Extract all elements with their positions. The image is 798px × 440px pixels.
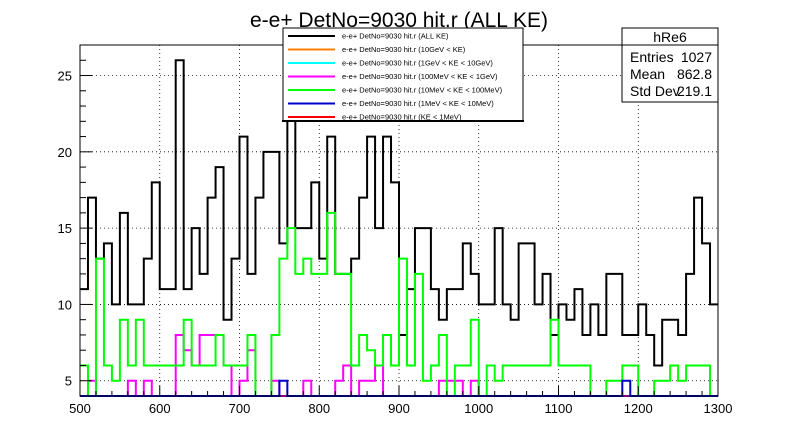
legend-box [282,27,524,122]
x-tick-label: 1200 [624,401,653,416]
stats-stddev-value: 219.1 [677,83,712,99]
y-tick-label: 5 [65,374,72,389]
legend-label: e-e+ DetNo=9030 hit.r (1GeV < KE < 10GeV… [342,59,493,68]
x-tick-label: 1000 [464,401,493,416]
legend: e-e+ DetNo=9030 hit.r (ALL KE) e-e+ DetNo… [282,27,524,122]
y-tick-label: 15 [58,221,72,236]
stats-mean-value: 862.8 [677,66,712,82]
legend-label: e-e+ DetNo=9030 hit.r (100MeV < KE < 1Ge… [342,72,498,81]
stats-mean-label: Mean [630,66,665,82]
x-tick-label: 800 [308,401,330,416]
x-tick-label: 1100 [545,401,573,416]
legend-label: e-e+ DetNo=9030 hit.r (10GeV < KE) [342,45,466,54]
legend-label: e-e+ DetNo=9030 hit.r (1MeV < KE < 10MeV… [342,99,494,108]
x-tick-label: 700 [229,401,251,416]
stats-entries-value: 1027 [681,49,712,65]
stats-box: hRe6 Entries 1027 Mean 862.8 Std Dev 219… [621,27,719,103]
x-tick-label: 900 [388,401,410,416]
x-tick-label: 1300 [704,401,733,416]
stats-stddev-label: Std Dev [630,83,680,99]
stats-box-frame [621,27,719,103]
y-tick-label: 20 [58,145,72,160]
x-tick-label: 500 [69,401,91,416]
y-tick-label: 10 [58,297,72,312]
axis-ticks: 500 600 700 800 900 1000 1100 1200 1300 5 10 15 20 25 [58,44,733,416]
y-tick-label: 25 [58,69,72,84]
chart-title: e-e+ DetNo=9030 hit.r (ALL KE) [250,9,548,32]
stats-entries-label: Entries [630,49,674,65]
stats-name: hRe6 [653,29,687,45]
legend-shadow [282,120,524,122]
series-0-line [80,44,718,367]
legend-label: e-e+ DetNo=9030 hit.r (KE < 1MeV) [342,113,462,122]
legend-label: e-e+ DetNo=9030 hit.r (ALL KE) [342,32,449,41]
x-tick-label: 600 [149,401,171,416]
legend-label: e-e+ DetNo=9030 hit.r (10MeV < KE < 100M… [342,86,503,95]
